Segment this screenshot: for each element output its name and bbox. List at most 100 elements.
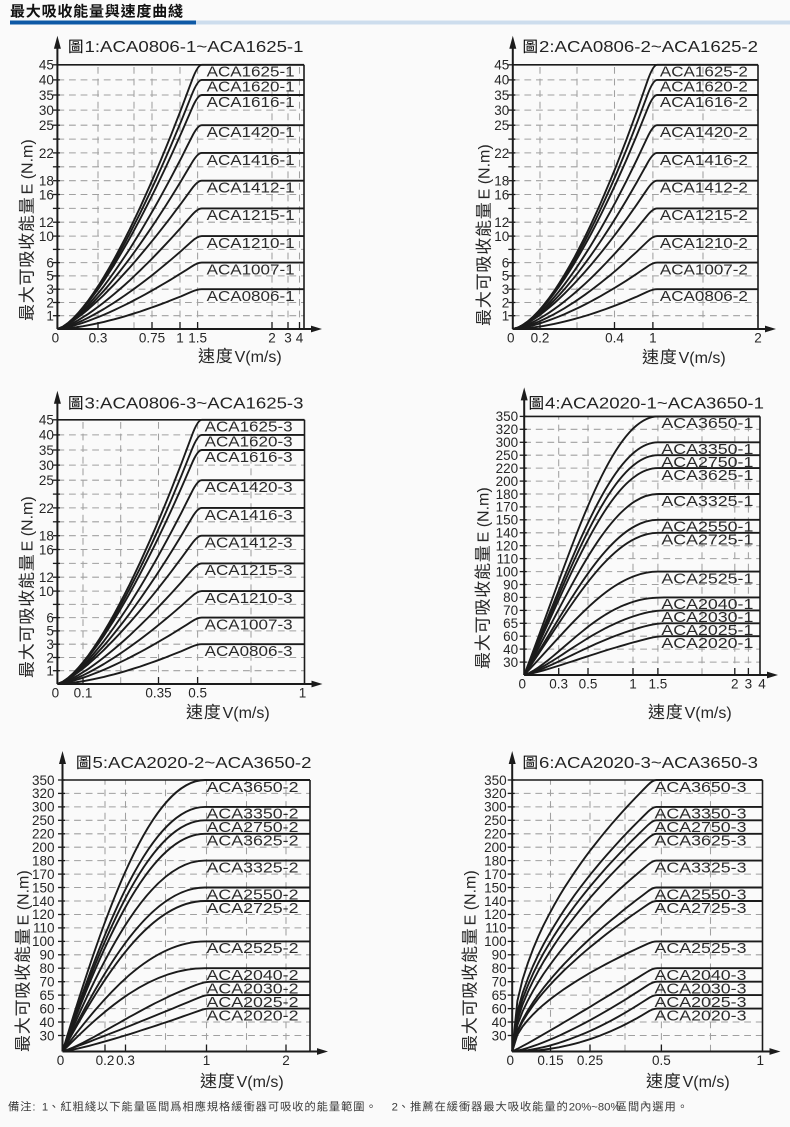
svg-text:40: 40 xyxy=(39,428,54,443)
svg-text:ACA1215-3: ACA1215-3 xyxy=(205,563,293,579)
svg-text:220: 220 xyxy=(496,461,519,476)
svg-text:ACA1420-1: ACA1420-1 xyxy=(207,125,295,141)
svg-text:200: 200 xyxy=(496,474,519,489)
svg-text:1: 1 xyxy=(46,664,54,679)
svg-text:12: 12 xyxy=(494,215,509,230)
svg-text:ACA2025-1: ACA2025-1 xyxy=(661,623,753,639)
svg-text:18: 18 xyxy=(494,174,509,189)
svg-text:0.4: 0.4 xyxy=(605,331,624,346)
svg-text:110: 110 xyxy=(485,921,507,936)
svg-text:2:ACA0806-2~ACA1625-2: 2:ACA0806-2~ACA1625-2 xyxy=(539,39,758,56)
svg-text:6: 6 xyxy=(46,255,54,270)
svg-text:140: 140 xyxy=(32,894,55,909)
svg-text:ACA2550-2: ACA2550-2 xyxy=(207,887,299,903)
svg-text:250: 250 xyxy=(496,448,519,463)
svg-text:200: 200 xyxy=(32,840,55,855)
svg-text:ACA1416-2: ACA1416-2 xyxy=(660,153,748,169)
svg-text:18: 18 xyxy=(39,174,54,189)
svg-text:2: 2 xyxy=(731,677,739,692)
svg-text:40: 40 xyxy=(39,73,54,88)
svg-text:ACA1210-3: ACA1210-3 xyxy=(205,591,293,607)
svg-text:80: 80 xyxy=(492,961,507,976)
svg-text:ACA3350-1: ACA3350-1 xyxy=(661,442,753,458)
svg-text:ACA1616-2: ACA1616-2 xyxy=(660,95,748,111)
svg-text:100: 100 xyxy=(32,934,55,949)
svg-text:2: 2 xyxy=(46,295,54,310)
svg-text:180: 180 xyxy=(32,853,55,868)
svg-text:ACA1007-2: ACA1007-2 xyxy=(660,262,748,278)
svg-text:2: 2 xyxy=(392,1102,398,1114)
svg-text:ACA1620-3: ACA1620-3 xyxy=(205,435,293,451)
svg-text:E (N.m): E (N.m) xyxy=(463,870,480,925)
svg-text:V(m/s): V(m/s) xyxy=(679,350,726,367)
svg-text:30: 30 xyxy=(492,1028,507,1043)
svg-text:ACA0806-2: ACA0806-2 xyxy=(660,289,748,305)
svg-text:40: 40 xyxy=(494,73,509,88)
svg-text:0: 0 xyxy=(507,331,515,346)
svg-text:ACA3325-2: ACA3325-2 xyxy=(207,860,299,876)
svg-text:ACA0806-3: ACA0806-3 xyxy=(205,644,293,660)
svg-text:E (N.m): E (N.m) xyxy=(20,496,37,551)
svg-text:1: 1 xyxy=(46,309,54,324)
svg-text:30: 30 xyxy=(39,1028,54,1043)
svg-text:10: 10 xyxy=(494,229,509,244)
svg-text:320: 320 xyxy=(496,422,519,437)
svg-text:0.3: 0.3 xyxy=(89,331,108,346)
svg-text:2: 2 xyxy=(282,1053,290,1068)
svg-text:4:ACA2020-1~ACA3650-1: 4:ACA2020-1~ACA3650-1 xyxy=(545,396,764,413)
svg-text:12: 12 xyxy=(39,570,54,585)
svg-text:0.3: 0.3 xyxy=(549,677,568,692)
svg-text:25: 25 xyxy=(39,118,54,133)
svg-text:ACA2030-2: ACA2030-2 xyxy=(207,982,299,998)
svg-text:0.3: 0.3 xyxy=(116,1053,135,1068)
svg-text:ACA1420-2: ACA1420-2 xyxy=(660,125,748,141)
svg-text:140: 140 xyxy=(496,526,519,541)
svg-text:5: 5 xyxy=(46,269,54,284)
svg-text:12: 12 xyxy=(39,215,54,230)
svg-text:60: 60 xyxy=(492,1001,507,1016)
svg-text:0: 0 xyxy=(506,1053,514,1068)
svg-text:22: 22 xyxy=(39,146,54,161)
svg-text:0.2: 0.2 xyxy=(96,1053,115,1068)
svg-text:ACA2030-3: ACA2030-3 xyxy=(655,982,747,998)
svg-text:ACA2020-2: ACA2020-2 xyxy=(207,1008,299,1024)
svg-text:1: 1 xyxy=(649,331,657,346)
svg-text:ACA2750-1: ACA2750-1 xyxy=(661,455,753,471)
svg-text:35: 35 xyxy=(39,443,54,458)
svg-text:4: 4 xyxy=(296,331,304,346)
svg-text:350: 350 xyxy=(484,773,507,788)
svg-text:E (N.m): E (N.m) xyxy=(476,487,493,542)
svg-text:ACA2025-2: ACA2025-2 xyxy=(207,995,299,1011)
svg-text:1: 1 xyxy=(203,1053,211,1068)
svg-text:ACA2040-2: ACA2040-2 xyxy=(207,968,299,984)
svg-text:65: 65 xyxy=(503,616,518,631)
svg-text:ACA2725-1: ACA2725-1 xyxy=(661,533,753,549)
svg-text:2: 2 xyxy=(268,331,276,346)
svg-text:170: 170 xyxy=(32,867,55,882)
svg-text:ACA1412-3: ACA1412-3 xyxy=(205,536,293,552)
svg-text:ACA1620-1: ACA1620-1 xyxy=(207,80,295,96)
svg-text:5: 5 xyxy=(502,269,510,284)
svg-text:ACA3625-2: ACA3625-2 xyxy=(207,834,299,850)
svg-text:ACA2025-3: ACA2025-3 xyxy=(655,995,747,1011)
svg-text:1: 1 xyxy=(42,1102,48,1114)
svg-text:ACA2550-1: ACA2550-1 xyxy=(661,520,753,536)
svg-text:18: 18 xyxy=(39,529,54,544)
svg-text:ACA3650-3: ACA3650-3 xyxy=(655,780,747,796)
svg-text:90: 90 xyxy=(492,948,507,963)
svg-text:0.2: 0.2 xyxy=(531,331,550,346)
svg-text:350: 350 xyxy=(32,773,55,788)
svg-text:ACA3325-3: ACA3325-3 xyxy=(655,860,747,876)
svg-text:1: 1 xyxy=(299,686,307,701)
svg-text:1: 1 xyxy=(629,677,637,692)
svg-text:0.35: 0.35 xyxy=(145,686,171,701)
svg-text:65: 65 xyxy=(492,988,507,1003)
svg-text:ACA1210-1: ACA1210-1 xyxy=(207,236,295,252)
svg-text:ACA2525-3: ACA2525-3 xyxy=(655,941,747,957)
svg-text:0.25: 0.25 xyxy=(577,1053,603,1068)
svg-text:40: 40 xyxy=(503,642,518,657)
svg-text:3: 3 xyxy=(745,677,753,692)
svg-text:ACA2725-2: ACA2725-2 xyxy=(207,901,299,917)
svg-text:3: 3 xyxy=(502,282,510,297)
svg-text:0.5: 0.5 xyxy=(188,686,207,701)
